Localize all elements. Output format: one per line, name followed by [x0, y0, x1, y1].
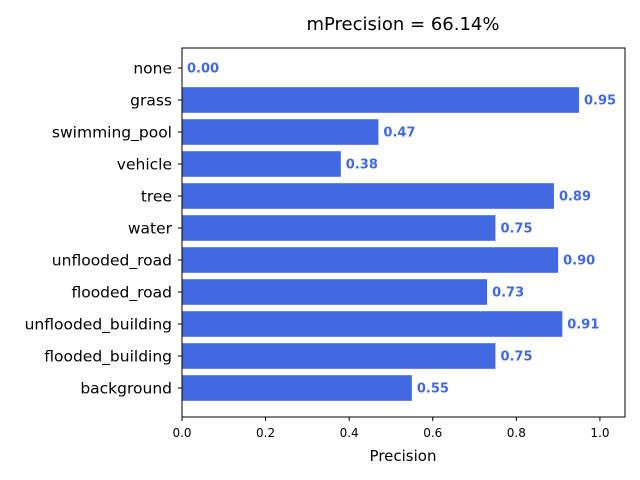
x-tick-label: 0.4	[340, 426, 359, 440]
value-label-unflooded-road: 0.90	[563, 254, 595, 269]
x-axis-label: Precision	[370, 447, 437, 465]
chart-title: mPrecision = 66.14%	[306, 14, 499, 35]
category-label-flooded-road: flooded_road	[71, 284, 172, 303]
category-label-tree: tree	[141, 188, 172, 206]
category-label-swimming-pool: swimming_pool	[52, 124, 172, 143]
category-label-unflooded-road: unflooded_road	[52, 252, 172, 271]
value-label-tree: 0.89	[559, 190, 591, 205]
bar-background	[182, 375, 412, 401]
category-label-none: none	[133, 60, 172, 78]
value-label-flooded-building: 0.75	[500, 350, 532, 365]
value-label-water: 0.75	[500, 222, 532, 237]
value-labels-layer: 0.00 0.95 0.47 0.38 0.89 0.75 0.90 0.73 0.91 0.75…	[187, 62, 616, 397]
x-tick-label: 0.6	[423, 426, 442, 440]
x-tick-label: 0.2	[256, 426, 275, 440]
value-label-vehicle: 0.38	[346, 158, 378, 173]
bars-layer	[182, 87, 580, 401]
category-label-grass: grass	[130, 92, 172, 110]
bar-unflooded-road	[182, 247, 559, 273]
category-label-background: background	[80, 380, 172, 398]
category-label-water: water	[128, 220, 173, 238]
x-ticks-layer: 0.0 0.2 0.4 0.6 0.8 1.0	[172, 417, 609, 440]
x-tick-label: 0.0	[172, 426, 191, 440]
bar-unflooded-building	[182, 311, 563, 337]
bar-flooded-building	[182, 343, 496, 369]
bar-grass	[182, 87, 580, 113]
value-label-none: 0.00	[187, 62, 219, 77]
x-tick-label: 0.8	[507, 426, 526, 440]
value-label-grass: 0.95	[584, 94, 616, 109]
value-label-swimming-pool: 0.47	[383, 126, 415, 141]
value-label-background: 0.55	[417, 382, 449, 397]
bar-vehicle	[182, 151, 341, 177]
plot-frame	[181, 47, 626, 418]
bar-swimming-pool	[182, 119, 379, 145]
value-label-unflooded-building: 0.91	[567, 318, 599, 333]
value-label-flooded-road: 0.73	[492, 286, 524, 301]
bar-flooded-road	[182, 279, 488, 305]
category-label-vehicle: vehicle	[117, 156, 172, 174]
x-tick-label: 1.0	[590, 426, 609, 440]
category-label-flooded-building: flooded_building	[44, 348, 172, 367]
category-label-unflooded-building: unflooded_building	[25, 316, 172, 335]
bar-tree	[182, 183, 554, 209]
bar-water	[182, 215, 496, 241]
